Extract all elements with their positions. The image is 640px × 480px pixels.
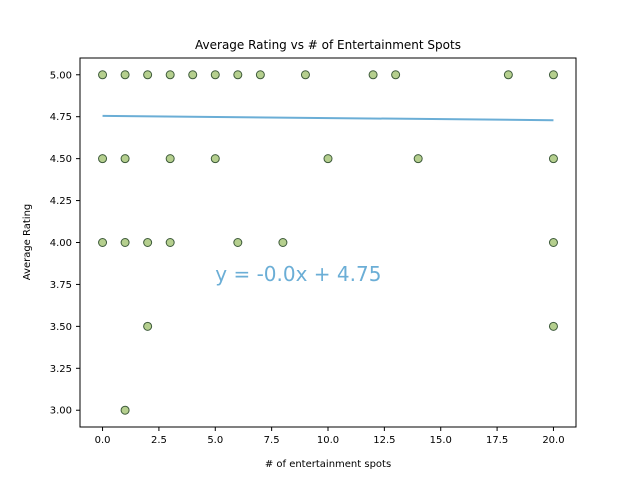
data-point — [368, 70, 378, 80]
x-tick-label: 2.5 — [151, 435, 167, 446]
y-tick-label: 5.00 — [50, 70, 72, 81]
x-axis: 0.0 2.5 5.0 7.5 10.0 12.5 15.0 17.5 20.0 — [95, 427, 565, 446]
x-tick-label: 10.0 — [317, 435, 339, 446]
data-point — [548, 321, 558, 331]
data-point — [120, 405, 130, 415]
data-point — [391, 70, 401, 80]
data-point — [323, 154, 333, 164]
data-point — [143, 238, 153, 247]
y-axis: 3.00 3.25 3.50 3.75 4.00 4.25 4.50 4.75 5.00 — [50, 70, 80, 417]
y-tick-label: 3.50 — [50, 322, 72, 333]
data-point — [210, 70, 220, 80]
data-point — [120, 238, 130, 247]
data-point — [233, 70, 243, 80]
y-axis-label: Average Rating — [22, 204, 33, 280]
regression-line — [102, 114, 554, 122]
data-point — [120, 154, 130, 164]
y-tick-label: 4.50 — [50, 154, 72, 165]
y-tick-label: 4.25 — [50, 196, 72, 207]
data-point — [233, 238, 243, 247]
x-tick-label: 12.5 — [373, 435, 395, 446]
data-point — [278, 238, 288, 247]
data-point — [143, 321, 153, 331]
data-point — [98, 70, 108, 80]
data-point — [120, 70, 130, 80]
data-point — [188, 70, 198, 80]
x-axis-label: # of entertainment spots — [265, 459, 391, 470]
data-point — [548, 70, 558, 80]
plot-frame — [79, 57, 577, 428]
chart-title: Average Rating vs # of Entertainment Spo… — [195, 38, 461, 52]
data-point — [165, 70, 175, 80]
data-point — [255, 70, 265, 80]
y-tick-label: 4.00 — [50, 238, 72, 249]
data-point — [143, 70, 153, 80]
data-point — [165, 238, 175, 247]
data-point — [300, 70, 310, 80]
data-point — [548, 238, 558, 247]
data-point — [98, 154, 108, 164]
x-tick-label: 0.0 — [95, 435, 111, 446]
data-point — [548, 154, 558, 164]
x-tick-label: 17.5 — [486, 435, 508, 446]
data-point — [98, 238, 108, 247]
data-point — [165, 154, 175, 164]
x-tick-label: 15.0 — [430, 435, 452, 446]
y-tick-label: 4.75 — [50, 112, 72, 123]
data-point — [503, 70, 513, 80]
x-tick-label: 20.0 — [542, 435, 564, 446]
x-tick-label: 5.0 — [207, 435, 223, 446]
y-tick-label: 3.00 — [50, 406, 72, 417]
regression-equation: y = -0.0x + 4.75 — [215, 262, 381, 286]
y-tick-label: 3.75 — [50, 280, 72, 291]
data-point — [413, 154, 423, 164]
y-tick-label: 3.25 — [50, 364, 72, 375]
plot-area: y = -0.0x + 4.75 — [98, 70, 558, 415]
x-tick-label: 7.5 — [264, 435, 280, 446]
data-point — [210, 154, 220, 164]
